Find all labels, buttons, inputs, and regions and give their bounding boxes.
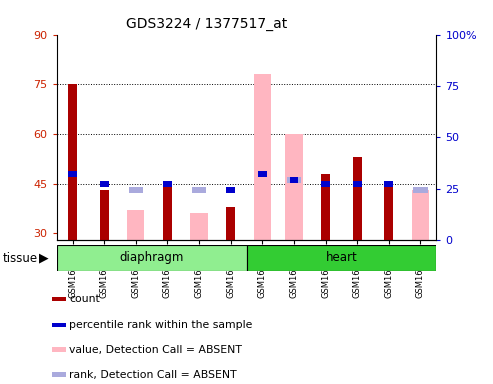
Bar [412, 190, 429, 240]
Bar [52, 297, 66, 301]
Text: count: count [69, 294, 100, 304]
Bar [192, 187, 206, 193]
Bar [321, 181, 330, 187]
Bar [129, 187, 143, 193]
Bar [253, 74, 271, 240]
Text: ▶: ▶ [38, 252, 48, 265]
Text: percentile rank within the sample: percentile rank within the sample [69, 320, 252, 330]
Bar [321, 174, 330, 240]
Bar [289, 177, 298, 183]
Bar [287, 177, 301, 183]
Bar [68, 171, 77, 177]
Bar [163, 184, 172, 240]
Bar [190, 214, 208, 240]
Bar [68, 84, 77, 240]
Text: GDS3224 / 1377517_at: GDS3224 / 1377517_at [126, 17, 288, 31]
Bar [100, 181, 108, 187]
Text: heart: heart [325, 251, 357, 264]
Bar [127, 210, 144, 240]
Bar [52, 372, 66, 377]
Bar [52, 323, 66, 327]
Bar [246, 245, 436, 271]
Bar [52, 348, 66, 352]
Bar [100, 190, 108, 240]
Bar [163, 181, 172, 187]
Bar [226, 207, 235, 240]
Bar [226, 187, 235, 193]
Bar [285, 134, 303, 240]
Text: tissue: tissue [2, 252, 37, 265]
Text: diaphragm: diaphragm [119, 251, 184, 264]
Bar [57, 245, 246, 271]
Bar [414, 187, 427, 193]
Bar [353, 181, 362, 187]
Bar [353, 157, 362, 240]
Bar [258, 171, 267, 177]
Bar [385, 184, 393, 240]
Text: rank, Detection Call = ABSENT: rank, Detection Call = ABSENT [69, 370, 237, 380]
Text: value, Detection Call = ABSENT: value, Detection Call = ABSENT [69, 345, 242, 355]
Bar [385, 181, 393, 187]
